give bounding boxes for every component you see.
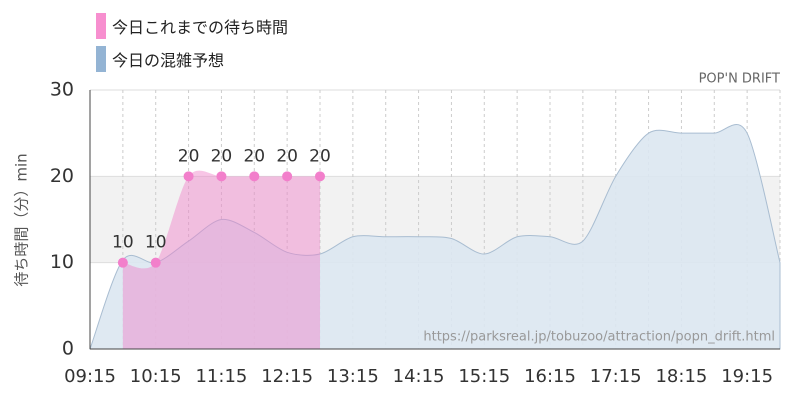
x-tick-label: 18:15 [655,366,707,387]
legend-swatch [96,13,106,39]
point [183,171,194,182]
legend-item: 今日の混雑予想 [96,46,224,72]
legend-item: 今日これまでの待ち時間 [96,13,288,39]
legend-label: 今日これまでの待ち時間 [112,18,289,37]
x-tick-label: 11:15 [195,366,247,387]
x-tick-label: 10:15 [130,366,182,387]
legend-label: 今日の混雑予想 [112,51,225,70]
value-label: 20 [178,146,200,166]
point [216,171,227,182]
value-label: 20 [276,146,298,166]
x-tick-label: 13:15 [327,366,379,387]
value-label: 20 [309,146,331,166]
legend-swatch [96,46,106,72]
x-tick-label: 15:15 [458,366,510,387]
value-label: 10 [112,233,134,253]
value-label: 20 [211,146,233,166]
y-axis-label: 待ち時間（分）min [13,153,31,286]
point [315,171,325,182]
x-tick-label: 14:15 [393,366,445,387]
area [122,170,320,349]
x-tick-label: 16:15 [524,366,576,387]
x-tick-label: 09:15 [64,366,116,387]
area [89,124,781,350]
x-tick-label: 19:15 [721,366,773,387]
point [282,171,293,182]
point [150,257,161,268]
point [249,171,260,182]
y-tick-label: 30 [50,79,74,101]
x-tick-label: 17:15 [590,366,642,387]
y-tick-label: 0 [62,338,74,360]
value-label: 10 [145,233,167,253]
y-tick-label: 10 [50,251,74,273]
y-tick-label: 20 [50,165,74,187]
x-tick-label: 12:15 [261,366,313,387]
watermark: https://parksreal.jp/tobuzoo/attraction/… [423,330,775,345]
point [117,257,128,268]
chart-title: POP'N DRIFT [699,72,780,87]
value-label: 20 [243,146,265,166]
